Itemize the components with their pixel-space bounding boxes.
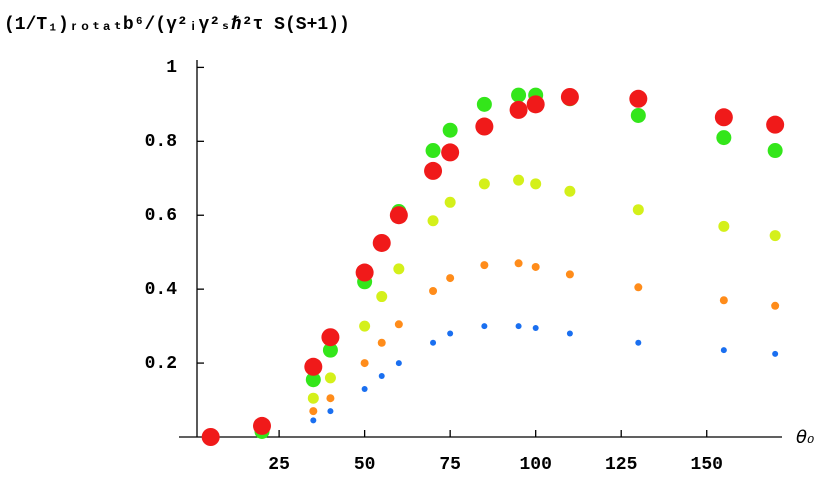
point [372, 233, 391, 252]
point [378, 373, 385, 380]
y-tick-label: 1 [166, 58, 177, 78]
point [446, 274, 455, 283]
point [424, 161, 443, 180]
point [321, 328, 340, 347]
point [441, 143, 460, 162]
point [532, 324, 539, 331]
point [718, 220, 730, 232]
point [714, 108, 733, 127]
point [355, 263, 374, 282]
point [361, 385, 368, 392]
point [305, 372, 321, 388]
y-axis-label: (1/T₁)ᵣₒₜₐₜb⁶/(γ²ᵢγ²ₛℏ²τ S(S+1)) [4, 15, 350, 35]
point [322, 342, 338, 358]
y-tick-label: 0.8 [145, 132, 177, 152]
point [429, 287, 438, 296]
point [326, 394, 335, 403]
point [478, 178, 490, 190]
point [513, 174, 525, 186]
point [716, 130, 732, 146]
point [395, 360, 402, 367]
point [560, 87, 579, 106]
point [304, 357, 323, 376]
point [393, 263, 405, 275]
point [515, 323, 522, 330]
point [476, 96, 492, 112]
x-tick-label: 125 [605, 455, 637, 475]
x-tick-label: 75 [439, 455, 461, 475]
x-tick-label: 100 [519, 455, 551, 475]
point [635, 339, 642, 346]
point [771, 301, 780, 310]
point [719, 296, 728, 305]
point [427, 215, 439, 227]
point [629, 89, 648, 108]
point [442, 122, 458, 138]
point [359, 320, 371, 332]
point [430, 339, 437, 346]
point [310, 417, 317, 424]
point [514, 259, 523, 268]
point [566, 330, 573, 337]
point [447, 330, 454, 337]
point [769, 230, 781, 242]
point [509, 100, 528, 119]
point [772, 350, 779, 357]
point [394, 320, 403, 329]
point [360, 359, 369, 368]
point [444, 196, 456, 208]
point [531, 262, 540, 271]
point [377, 338, 386, 347]
point [201, 428, 220, 446]
point [475, 117, 494, 136]
point [324, 372, 336, 384]
x-tick-label: 150 [691, 455, 723, 475]
y-tick-label: 0.4 [145, 280, 178, 300]
point [376, 291, 388, 303]
x-axis-label: θ₀ [796, 427, 814, 448]
point [425, 143, 441, 159]
point [630, 107, 646, 123]
point [511, 87, 527, 103]
point [389, 206, 408, 225]
x-tick-label: 25 [268, 455, 290, 475]
point [480, 261, 489, 270]
x-tick-label: 50 [354, 455, 376, 475]
point [526, 95, 545, 114]
point [634, 283, 643, 292]
point [309, 407, 318, 416]
point [253, 416, 271, 435]
point [327, 408, 334, 415]
point [564, 185, 576, 197]
point [530, 178, 542, 190]
y-tick-label: 0.6 [145, 206, 177, 226]
point [565, 270, 574, 279]
point [481, 323, 488, 330]
y-tick-label: 0.2 [145, 354, 177, 374]
point [767, 143, 783, 159]
point [766, 115, 785, 134]
point [307, 392, 319, 404]
point [720, 347, 727, 354]
point [632, 204, 644, 216]
